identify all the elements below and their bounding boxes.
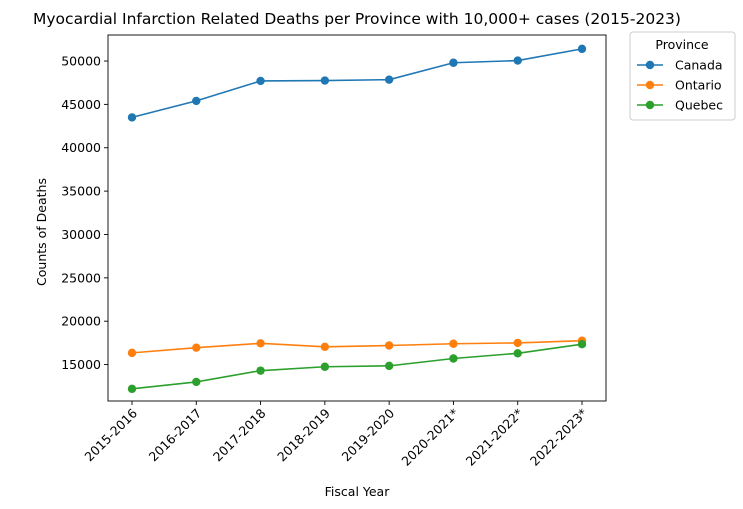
x-tick-label: 2017-2018 <box>210 405 269 464</box>
y-axis: 15000 20000 25000 30000 35000 40000 45000 50000 <box>61 54 108 372</box>
y-tick-label: 50000 <box>61 54 101 69</box>
data-point-quebec <box>192 377 201 387</box>
data-point-canada <box>192 96 201 106</box>
series-line-ontario <box>131 339 583 354</box>
y-tick-label: 35000 <box>61 184 101 199</box>
x-tick-label: 2022-2023* <box>527 406 590 469</box>
plot-area <box>127 44 587 394</box>
legend: Province Canada Ontario Quebec <box>629 31 736 121</box>
series-quebec <box>127 339 587 394</box>
data-point-quebec <box>577 339 587 349</box>
data-point-canada <box>513 56 522 65</box>
legend-marker <box>645 60 655 70</box>
plot-frame <box>107 34 607 402</box>
data-point-ontario <box>449 339 458 348</box>
data-point-quebec <box>127 384 137 394</box>
y-tick-label: 45000 <box>61 97 101 112</box>
legend-marker <box>645 80 655 90</box>
data-point-canada <box>449 58 458 67</box>
y-tick-label: 20000 <box>61 314 101 329</box>
data-point-ontario <box>320 342 330 351</box>
y-axis-label: Counts of Deaths <box>34 178 49 286</box>
series-canada <box>127 44 587 122</box>
data-point-canada <box>256 76 265 86</box>
data-point-canada <box>127 113 137 122</box>
data-point-quebec <box>320 362 330 371</box>
data-point-ontario <box>127 348 137 358</box>
data-point-ontario <box>256 339 265 348</box>
data-point-quebec <box>513 349 522 358</box>
y-tick-label: 15000 <box>61 357 101 372</box>
data-point-quebec <box>256 366 265 375</box>
data-point-canada <box>577 44 587 54</box>
legend-label: Canada <box>675 58 723 73</box>
legend-title: Province <box>655 37 708 52</box>
series-line-quebec <box>131 343 583 390</box>
legend-items: Canada Ontario Quebec <box>637 58 723 113</box>
x-axis: 2015-2016 2016-2017 2017-2018 2018-2019 2019… <box>81 401 590 469</box>
legend-item-quebec: Quebec <box>637 98 723 113</box>
chart-title: Myocardial Infarction Related Deaths per… <box>33 10 681 28</box>
y-tick-label: 30000 <box>61 227 101 242</box>
legend-marker <box>645 100 655 110</box>
data-point-canada <box>384 75 394 84</box>
data-point-ontario <box>513 338 522 348</box>
legend-label: Ontario <box>675 78 722 93</box>
data-point-quebec <box>449 354 458 363</box>
x-tick-label: 2018-2019 <box>274 405 333 464</box>
x-tick-label: 2016-2017 <box>146 406 205 465</box>
legend-box <box>629 31 736 121</box>
x-axis-label: Fiscal Year <box>325 484 391 499</box>
data-point-canada <box>320 76 330 85</box>
legend-item-canada: Canada <box>637 58 723 73</box>
data-point-ontario <box>192 343 201 352</box>
data-point-quebec <box>384 361 394 371</box>
series-line-canada <box>131 48 583 119</box>
y-tick-label: 40000 <box>61 140 101 155</box>
x-tick-label: 2015-2016 <box>81 405 140 464</box>
x-tick-label: 2020-2021* <box>398 406 461 469</box>
x-tick-label: 2021-2022* <box>463 406 526 469</box>
y-tick-label: 25000 <box>61 270 101 285</box>
legend-item-ontario: Ontario <box>637 78 722 93</box>
x-tick-label: 2019-2020 <box>338 405 397 464</box>
data-point-ontario <box>384 341 394 350</box>
legend-label: Quebec <box>675 98 723 113</box>
